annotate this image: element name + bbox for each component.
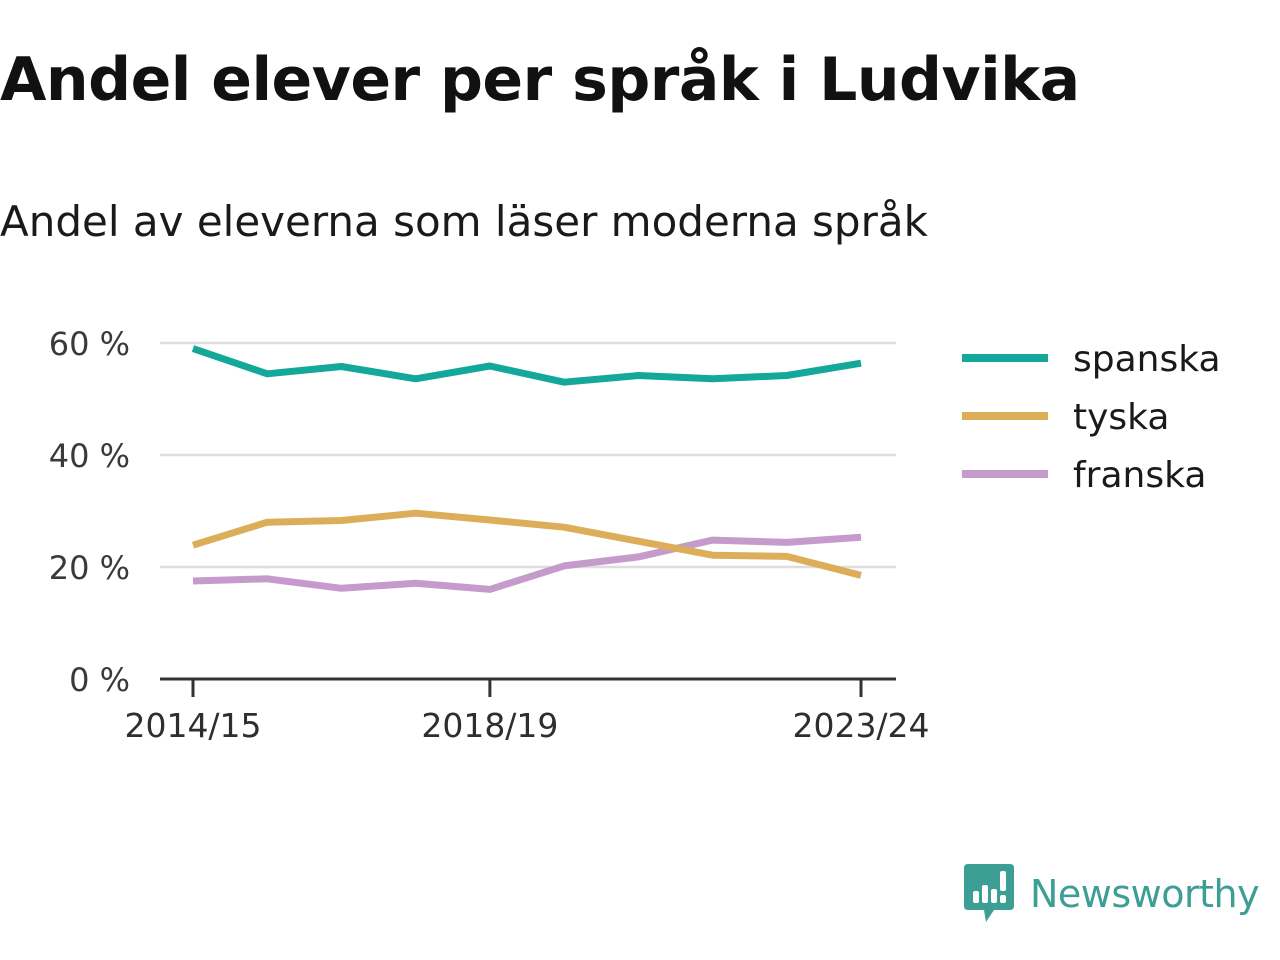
- legend-label-spanska: spanska: [1073, 339, 1221, 380]
- series-lines: [191, 345, 862, 593]
- series-line-franska: [192, 533, 862, 593]
- chart-subtitle: Andel av eleverna som läser moderna språ…: [0, 197, 928, 246]
- y-tick-label: 20 %: [49, 549, 130, 587]
- legend: spanska tyska franska: [962, 339, 1221, 496]
- x-tick-label: 2023/24: [792, 706, 929, 745]
- newsworthy-logo-icon: [964, 864, 1014, 922]
- x-tick-label: 2014/15: [124, 706, 261, 745]
- y-axis-tick-labels: 0 % 20 % 40 % 60 %: [49, 325, 130, 699]
- y-tick-label: 40 %: [49, 437, 130, 475]
- gridlines: [160, 341, 896, 569]
- chart-title: Andel elever per språk i Ludvika: [0, 45, 1080, 115]
- x-axis: 2014/15 2018/19 2023/24: [124, 677, 930, 745]
- y-tick-label: 60 %: [49, 325, 130, 363]
- legend-label-franska: franska: [1073, 455, 1206, 496]
- x-tick-label: 2018/19: [421, 706, 558, 745]
- series-line-tyska: [191, 509, 862, 579]
- newsworthy-brand-name: Newsworthy: [1030, 872, 1260, 916]
- y-tick-label: 0 %: [69, 661, 130, 699]
- series-line-spanska: [191, 345, 862, 386]
- newsworthy-logo: Newsworthy: [962, 862, 1260, 926]
- legend-label-tyska: tyska: [1073, 397, 1169, 438]
